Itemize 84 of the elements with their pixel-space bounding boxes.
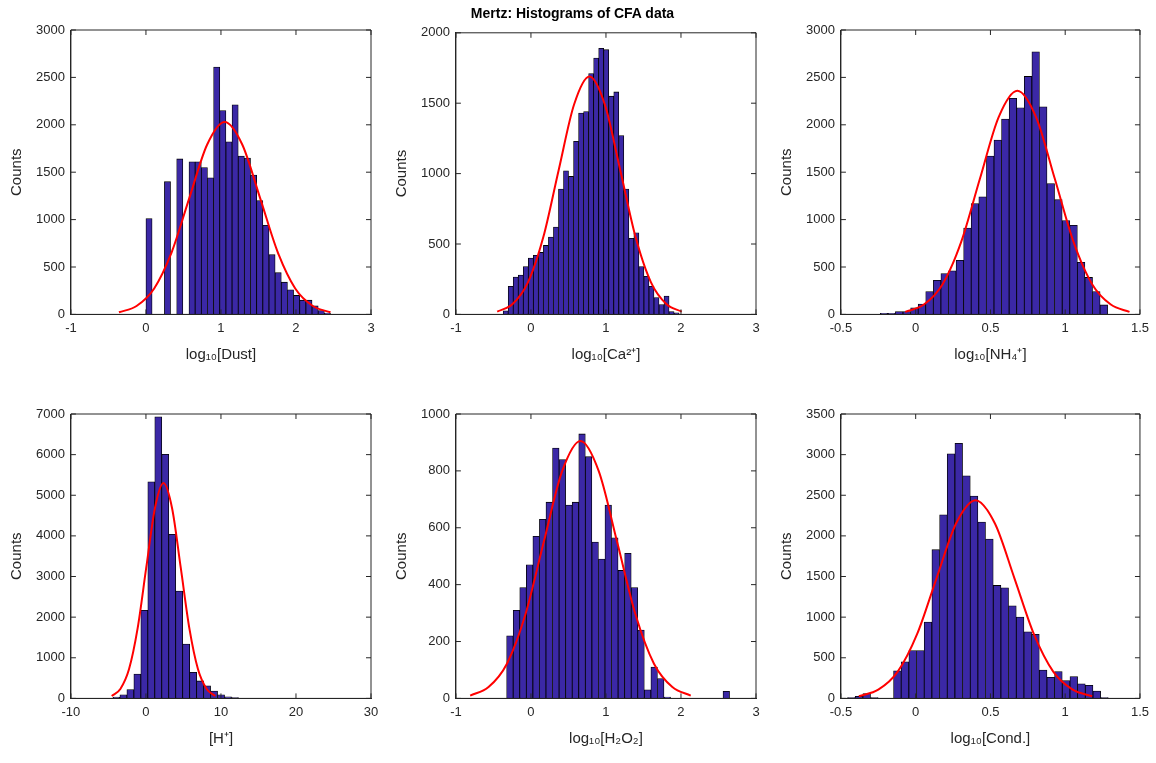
y-axis-title: Counts: [392, 532, 410, 580]
y-tick-label: 1000: [421, 165, 450, 181]
y-tick-label: 2000: [36, 608, 65, 624]
y-tick-label: 500: [428, 235, 450, 251]
x-axis-title: log₁₀[H₂O₂]: [569, 729, 643, 747]
x-tick-label: 10: [213, 703, 229, 719]
x-tick-label: 0: [912, 319, 920, 335]
y-tick-label: 4000: [36, 527, 65, 543]
y-tick-label: 1500: [36, 163, 65, 179]
x-tick-label: 0.5: [981, 319, 1000, 335]
y-tick-label: 500: [813, 258, 835, 274]
y-tick-label: 0: [442, 689, 450, 705]
y-axis-title: Counts: [7, 532, 25, 580]
x-tick-label: 3: [367, 319, 375, 335]
x-tick-label: 2: [677, 319, 685, 335]
x-tick-label: -1: [450, 703, 462, 719]
y-tick-label: 2500: [806, 68, 835, 84]
y-tick-label: 0: [827, 689, 835, 705]
y-tick-label: 200: [428, 633, 450, 649]
x-axis-title: log₁₀[Ca²⁺]: [571, 345, 641, 363]
y-tick-label: 2000: [806, 527, 835, 543]
y-tick-label: 2500: [36, 68, 65, 84]
y-tick-label: 6000: [36, 446, 65, 462]
y-tick-label: 1500: [421, 94, 450, 110]
y-tick-label: 2000: [806, 116, 835, 132]
x-tick-label: 1.5: [1130, 319, 1149, 335]
x-tick-label: 1.5: [1130, 703, 1149, 719]
x-tick-label: 30: [363, 703, 379, 719]
y-tick-label: 500: [813, 649, 835, 665]
y-tick-label: 1000: [421, 405, 450, 421]
y-tick-label: 3500: [806, 405, 835, 421]
x-axis-title: log₁₀[NH₄⁺]: [954, 345, 1027, 363]
x-tick-label: -1: [65, 319, 77, 335]
y-tick-label: 2000: [421, 24, 450, 40]
y-tick-label: 1000: [806, 211, 835, 227]
x-axis-title: log₁₀[Cond.]: [950, 729, 1031, 747]
y-tick-label: 2500: [806, 486, 835, 502]
y-tick-label: 3000: [36, 21, 65, 37]
y-tick-label: 600: [428, 519, 450, 535]
y-tick-label: 1000: [806, 608, 835, 624]
x-tick-label: 0: [912, 703, 920, 719]
y-tick-label: 7000: [36, 405, 65, 421]
x-tick-label: 3: [752, 703, 760, 719]
x-tick-label: 1: [602, 319, 610, 335]
y-tick-label: 1000: [36, 211, 65, 227]
x-tick-label: -0.5: [829, 703, 853, 719]
y-tick-label: 400: [428, 576, 450, 592]
x-tick-label: 1: [602, 703, 610, 719]
y-tick-label: 0: [57, 305, 65, 321]
x-axis-title: [H⁺]: [208, 729, 234, 747]
y-tick-label: 3000: [36, 568, 65, 584]
y-tick-label: 1500: [806, 568, 835, 584]
y-axis-title: Counts: [7, 148, 25, 196]
y-tick-label: 800: [428, 462, 450, 478]
x-tick-label: 0: [527, 703, 535, 719]
y-tick-label: 2000: [36, 116, 65, 132]
x-tick-label: 0.5: [981, 703, 1000, 719]
x-tick-label: 2: [292, 319, 300, 335]
y-tick-label: 0: [827, 305, 835, 321]
y-tick-label: 0: [57, 689, 65, 705]
y-axis-title: Counts: [777, 148, 795, 196]
x-tick-label: 0: [527, 319, 535, 335]
y-tick-label: 3000: [806, 21, 835, 37]
x-axis-title: log₁₀[Dust]: [185, 345, 257, 363]
x-tick-label: 1: [1061, 703, 1069, 719]
y-tick-label: 500: [43, 258, 65, 274]
y-tick-label: 1000: [36, 649, 65, 665]
chart-title: Mertz: Histograms of CFA data: [470, 5, 675, 22]
y-axis-title: Counts: [392, 149, 410, 198]
x-tick-label: 20: [288, 703, 304, 719]
x-tick-label: 1: [1061, 319, 1069, 335]
x-tick-label: 0: [142, 703, 150, 719]
x-tick-label: -10: [61, 703, 81, 719]
y-tick-label: 0: [442, 305, 450, 321]
x-tick-label: -1: [450, 319, 462, 335]
x-tick-label: 3: [752, 319, 760, 335]
y-tick-label: 3000: [806, 446, 835, 462]
y-axis-title: Counts: [777, 532, 795, 580]
y-tick-label: 5000: [36, 486, 65, 502]
x-tick-label: 1: [217, 319, 225, 335]
y-tick-label: 1500: [806, 163, 835, 179]
x-tick-label: -0.5: [829, 319, 853, 335]
x-tick-label: 0: [142, 319, 150, 335]
x-tick-label: 2: [677, 703, 685, 719]
